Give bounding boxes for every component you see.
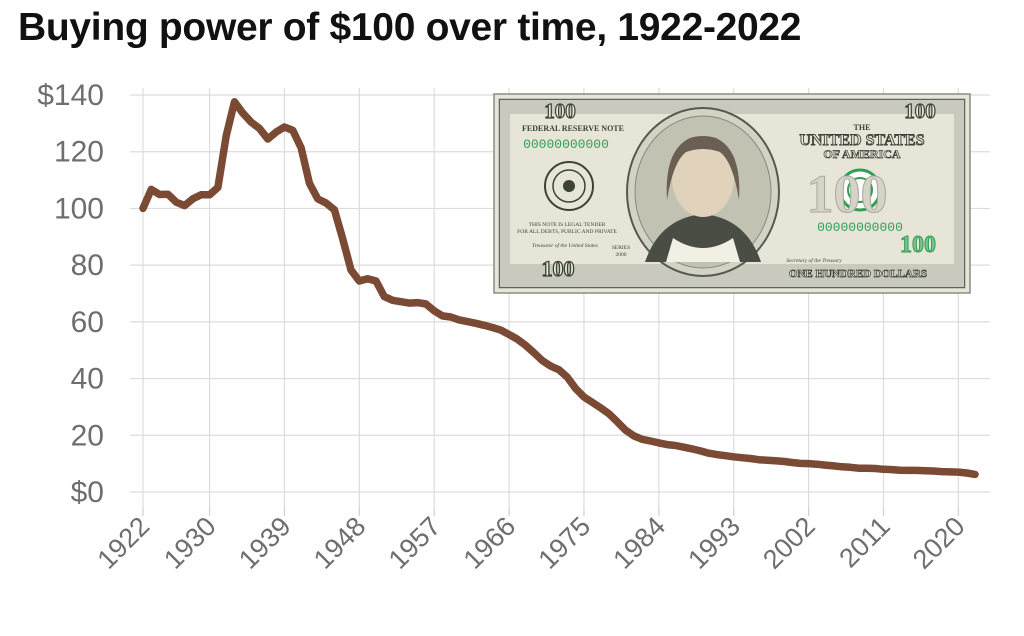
x-tick-label: 1957 bbox=[383, 511, 447, 575]
y-tick-label: 100 bbox=[54, 192, 104, 225]
chart-title: Buying power of $100 over time, 1922-202… bbox=[18, 6, 802, 49]
y-tick-label: 20 bbox=[71, 419, 104, 452]
x-tick-label: 1966 bbox=[458, 511, 522, 575]
x-tick-label: 2020 bbox=[907, 511, 971, 575]
x-tick-label: 2002 bbox=[757, 511, 821, 575]
y-tick-label: 40 bbox=[71, 363, 104, 396]
bill-legal-tender-line-2: FOR ALL DEBTS, PUBLIC AND PRIVATE bbox=[517, 229, 617, 235]
y-tick-label: $0 bbox=[71, 476, 104, 509]
bill-country-line-2: UNITED STATES bbox=[799, 132, 924, 149]
bill-denomination-words: ONE HUNDRED DOLLARS bbox=[789, 268, 927, 280]
series-line bbox=[139, 98, 979, 479]
y-axis-ticks: $0 20 40 60 80 100 120 $140 bbox=[37, 79, 104, 509]
bill-denomination-top-left: 100 bbox=[544, 99, 576, 123]
bill-series-year: 2006 bbox=[616, 252, 627, 258]
x-tick-label: 1975 bbox=[533, 511, 597, 575]
y-tick-label: 120 bbox=[54, 136, 104, 169]
bill-legal-tender-line-1: THIS NOTE IS LEGAL TENDER bbox=[529, 222, 606, 228]
x-tick-label: 1930 bbox=[158, 511, 222, 575]
bill-serial-top: 00000000000 bbox=[523, 137, 609, 152]
bill-country-line-1: THE bbox=[854, 123, 871, 132]
bill-serial-bottom: 00000000000 bbox=[817, 220, 903, 235]
bill-treasurer-label: Treasurer of the United States bbox=[532, 242, 598, 249]
x-tick-label: 1984 bbox=[607, 511, 671, 575]
y-tick-label: 60 bbox=[71, 306, 104, 339]
y-tick-label: 80 bbox=[71, 249, 104, 282]
hundred-dollar-bill-icon: 100 100 FEDERAL RESERVE NOTE 00000000000… bbox=[493, 93, 971, 294]
bill-denomination-bottom-left: 100 bbox=[542, 256, 575, 281]
bill-center-numeral: 100 bbox=[807, 164, 888, 224]
x-tick-label: 1939 bbox=[233, 511, 297, 575]
x-tick-label: 1948 bbox=[308, 511, 372, 575]
x-tick-label: 1993 bbox=[682, 511, 746, 575]
x-tick-label: 2011 bbox=[833, 511, 895, 573]
y-tick-label: $140 bbox=[37, 79, 104, 112]
bill-secretary-label: Secretary of the Treasury bbox=[786, 257, 842, 264]
series-line-layer bbox=[139, 98, 979, 479]
bill-denomination-bottom-right: 100 bbox=[900, 232, 936, 258]
bill-series-label: SERIES bbox=[612, 245, 630, 251]
bill-bank-label: FEDERAL RESERVE NOTE bbox=[522, 124, 624, 133]
gridlines bbox=[130, 88, 990, 516]
bill-country-line-3: OF AMERICA bbox=[823, 147, 901, 161]
bill-denomination-top-right: 100 bbox=[904, 99, 936, 123]
x-axis-ticks: 1922 1930 1939 1948 1957 1966 1975 1984 1993 2002… bbox=[92, 511, 971, 575]
x-tick-label: 1922 bbox=[92, 511, 156, 575]
